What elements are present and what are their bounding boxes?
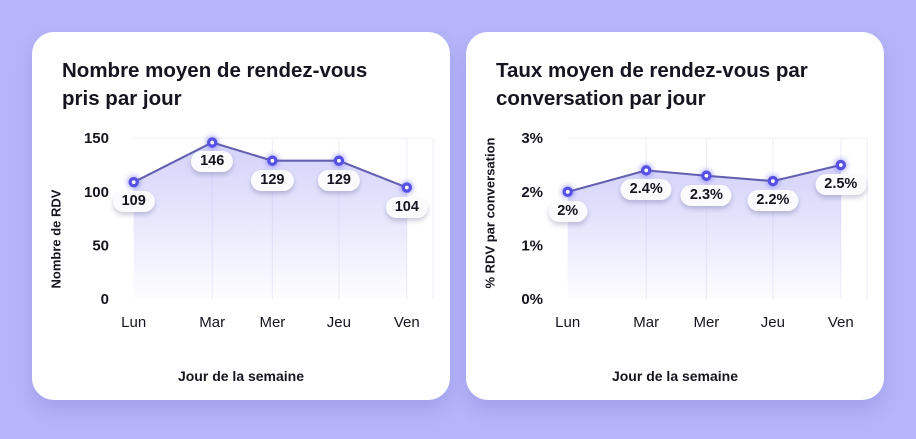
svg-text:Mar: Mar (633, 314, 659, 331)
svg-text:Jeu: Jeu (761, 314, 785, 331)
svg-text:Mer: Mer (693, 314, 719, 331)
svg-text:0%: 0% (521, 291, 543, 308)
svg-text:Mer: Mer (259, 314, 285, 331)
svg-text:100: 100 (84, 184, 109, 201)
svg-text:1%: 1% (521, 237, 543, 254)
svg-text:150: 150 (84, 130, 109, 147)
svg-text:Mar: Mar (199, 314, 225, 331)
svg-text:Ven: Ven (394, 314, 420, 331)
svg-text:Jeu: Jeu (327, 314, 351, 331)
svg-text:Lun: Lun (121, 314, 146, 331)
svg-text:2%: 2% (521, 184, 543, 201)
svg-text:Lun: Lun (555, 314, 580, 331)
svg-text:0: 0 (101, 291, 109, 308)
svg-text:Ven: Ven (828, 314, 854, 331)
svg-text:50: 50 (92, 237, 109, 254)
svg-text:3%: 3% (521, 130, 543, 147)
